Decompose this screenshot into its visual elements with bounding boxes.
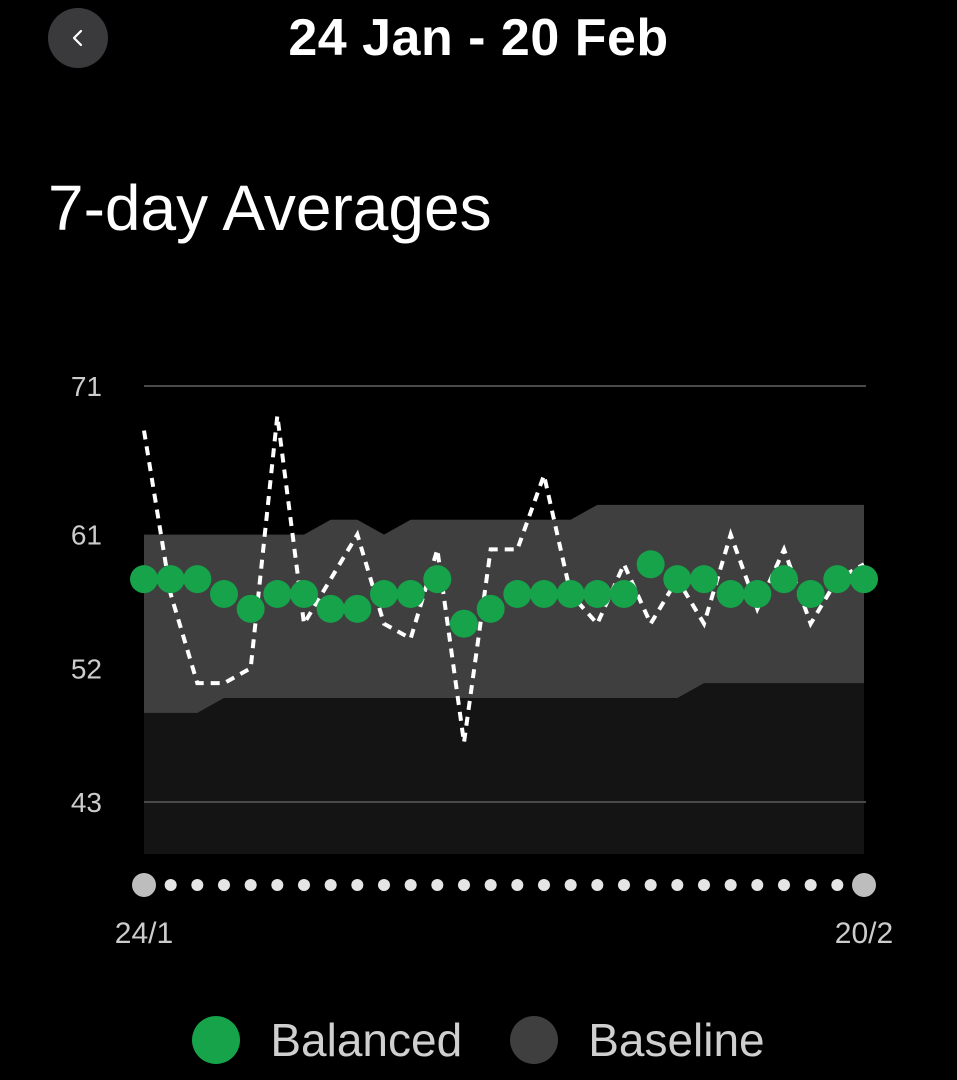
x-day-dot [591, 879, 604, 891]
y-tick-label: 52 [71, 653, 102, 684]
balanced-point [450, 609, 478, 638]
y-tick-label: 43 [71, 787, 102, 818]
balanced-point [556, 580, 585, 608]
x-day-dot [831, 879, 844, 891]
balanced-point [503, 580, 532, 608]
balanced-point [316, 594, 345, 623]
plot-upper-blank [144, 376, 864, 535]
x-day-dot [324, 879, 337, 891]
balanced-point [343, 594, 372, 623]
x-end-label: 20/2 [835, 917, 893, 950]
x-day-dot [404, 879, 417, 891]
x-day-dot [751, 879, 764, 891]
x-day-dot [218, 879, 230, 891]
x-day-dot [351, 879, 364, 891]
x-day-dot [564, 879, 577, 891]
x-day-dot [804, 879, 817, 891]
x-day-dot [671, 879, 684, 891]
x-day-dot [644, 879, 657, 891]
x-day-dot [191, 879, 204, 891]
y-tick-label: 71 [71, 371, 102, 402]
balanced-point [636, 550, 665, 579]
date-range-title: 24 Jan - 20 Feb [288, 9, 669, 67]
x-day-dot [378, 879, 390, 891]
balanced-point [476, 594, 505, 623]
legend-item-baseline: Baseline [510, 1013, 765, 1067]
balanced-point [743, 580, 772, 608]
balanced-point [716, 580, 745, 608]
balanced-point [156, 565, 185, 594]
x-day-dot [778, 879, 790, 891]
x-day-dot [271, 879, 284, 891]
balanced-point [210, 580, 238, 608]
x-day-dot [244, 879, 257, 891]
x-day-dot [618, 879, 630, 891]
x-day-dot [298, 879, 310, 891]
x-day-dot [458, 879, 470, 891]
x-day-dot [724, 879, 737, 891]
x-day-dot [484, 879, 497, 891]
balanced-point [370, 580, 398, 608]
legend-swatch-balanced [192, 1016, 241, 1064]
x-day-dot [431, 879, 444, 891]
x-day-dot [511, 879, 524, 891]
averages-chart: 71 61 52 43 24/1 20/2 [71, 371, 893, 950]
legend-label-balanced: Balanced [270, 1014, 463, 1066]
balanced-point [850, 565, 878, 594]
legend-item-balanced: Balanced [192, 1013, 462, 1067]
x-end-marker [132, 873, 156, 897]
balanced-point [423, 565, 452, 594]
balanced-point [396, 580, 425, 608]
x-day-dot [698, 879, 710, 891]
balanced-point [236, 594, 265, 623]
balanced-point [290, 580, 318, 608]
legend-swatch-baseline [510, 1016, 559, 1064]
chevron-left-icon [72, 29, 83, 47]
back-button[interactable] [48, 8, 108, 68]
balanced-point [663, 565, 692, 594]
balanced-point [583, 580, 612, 608]
balanced-point [690, 565, 718, 594]
chart-legend: Balanced Baseline [0, 1010, 957, 1070]
balanced-point [530, 580, 558, 608]
x-day-dot [164, 879, 177, 891]
legend-label-baseline: Baseline [588, 1014, 765, 1066]
x-start-label: 24/1 [115, 917, 173, 950]
balanced-point [796, 580, 825, 608]
balanced-point [130, 565, 158, 594]
balanced-point [610, 580, 638, 608]
section-title: 7-day Averages [48, 172, 492, 244]
balanced-point [823, 565, 852, 594]
balanced-point [183, 565, 212, 594]
x-day-dot [538, 879, 550, 891]
balanced-point [263, 580, 292, 608]
balanced-point [770, 565, 798, 594]
y-tick-label: 61 [71, 520, 102, 551]
x-end-marker [852, 873, 876, 897]
